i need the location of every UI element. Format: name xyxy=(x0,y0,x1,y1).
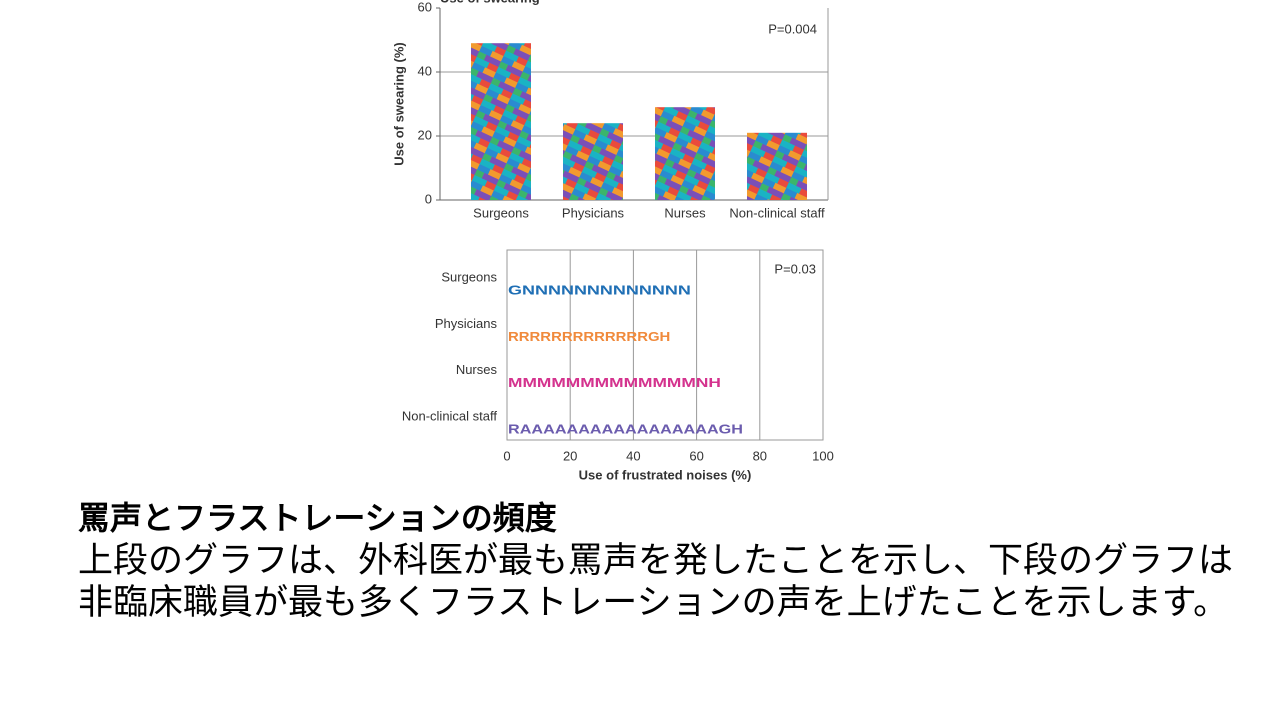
annotation: P=0.03 xyxy=(774,261,816,276)
x-tick-label: 20 xyxy=(563,448,577,463)
x-tick-label: Non-clinical staff xyxy=(729,205,825,220)
x-tick-label: 80 xyxy=(753,448,767,463)
x-tick-label: 60 xyxy=(689,448,703,463)
y-tick-label: Physicians xyxy=(435,316,498,331)
bar: RRRRRRRRRRRRRGH xyxy=(508,329,670,344)
caption-heading: 罵声とフラストレーションの頻度 xyxy=(78,500,557,536)
bar xyxy=(563,123,623,200)
bar xyxy=(471,43,531,201)
y-tick-label: 20 xyxy=(418,127,432,142)
x-tick-label: 0 xyxy=(503,448,510,463)
bar xyxy=(655,107,715,200)
caption-body: 上段のグラフは、外科医が最も罵声を発したことを示し、下段のグラフは非臨床職員が最… xyxy=(78,541,1234,622)
frame xyxy=(506,249,824,441)
x-axis-label: Use of frustrated noises (%) xyxy=(579,467,752,482)
x-tick-label: 40 xyxy=(626,448,640,463)
bar: RAAAAAAAAAAAAAAAAAGH xyxy=(508,421,743,436)
y-tick-label: Non-clinical staff xyxy=(402,408,498,423)
y-tick-label: Surgeons xyxy=(441,270,497,285)
x-tick-label: 100 xyxy=(812,448,834,463)
y-tick-label: 40 xyxy=(418,63,432,78)
annotation: P=0.004 xyxy=(768,21,817,36)
y-tick-label: 60 xyxy=(418,0,432,14)
bar: MMMMMMMMMMMMMNH xyxy=(508,375,721,390)
bar: GNNNNNNNNNNNNN xyxy=(508,283,691,298)
x-tick-label: Surgeons xyxy=(473,205,529,220)
y-tick-label: 0 xyxy=(425,191,432,206)
charts: Use of swearing Use of swearing (%) P=0.00… xyxy=(391,0,834,482)
chart-title: Use of swearing xyxy=(440,0,540,5)
bar xyxy=(747,132,807,200)
y-axis-label: Use of swearing (%) xyxy=(391,42,406,166)
caption: 罵声とフラストレーションの頻度 上段のグラフは、外科医が最も罵声を発したことを示… xyxy=(78,496,1258,624)
y-tick-label: Nurses xyxy=(456,362,498,377)
x-tick-label: Nurses xyxy=(664,205,706,220)
x-tick-label: Physicians xyxy=(562,205,625,220)
